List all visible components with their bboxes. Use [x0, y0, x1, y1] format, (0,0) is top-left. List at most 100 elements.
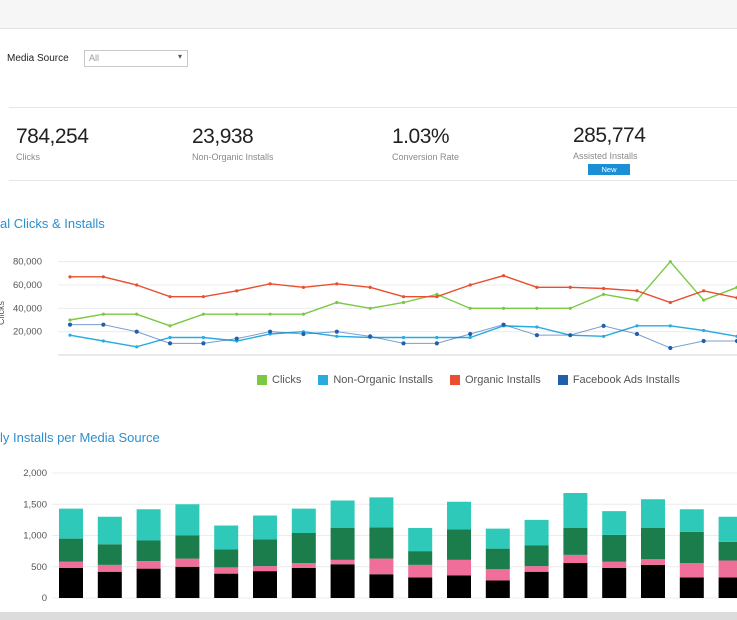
- bar-stack_mid-11[interactable]: [485, 548, 510, 570]
- point-clicks-12[interactable]: [468, 306, 472, 310]
- point-organic-11[interactable]: [435, 295, 439, 299]
- bar-stack_top-15[interactable]: [641, 499, 665, 528]
- point-clicks-17[interactable]: [635, 298, 639, 302]
- point-facebook-9[interactable]: [368, 334, 373, 339]
- bar-stack_blue-4[interactable]: [214, 573, 239, 598]
- bar-stack_top-8[interactable]: [369, 497, 394, 528]
- point-non_organic-8[interactable]: [335, 334, 339, 338]
- bar-stack_pink-3[interactable]: [175, 558, 200, 567]
- point-facebook-7[interactable]: [301, 331, 306, 337]
- point-non_organic-2[interactable]: [135, 345, 139, 349]
- point-organic-15[interactable]: [568, 285, 572, 289]
- point-non_organic-19[interactable]: [702, 328, 706, 333]
- point-facebook-13[interactable]: [501, 322, 506, 327]
- point-clicks-0[interactable]: [68, 318, 72, 322]
- bar-stack_blue-9[interactable]: [408, 577, 433, 598]
- legend-item-facebook[interactable]: Facebook Ads Installs: [557, 374, 680, 386]
- bar-stack_top-0[interactable]: [59, 508, 83, 539]
- point-organic-6[interactable]: [268, 282, 272, 286]
- point-facebook-12[interactable]: [468, 331, 473, 337]
- point-organic-4[interactable]: [201, 295, 205, 299]
- bar-stack_top-3[interactable]: [175, 504, 200, 536]
- bar-stack_pink-9[interactable]: [408, 564, 433, 578]
- point-non_organic-4[interactable]: [201, 335, 205, 340]
- bar-stack_pink-2[interactable]: [136, 561, 161, 569]
- point-facebook-20[interactable]: [734, 338, 737, 344]
- bar-stack_top-12[interactable]: [524, 519, 549, 546]
- point-non_organic-14[interactable]: [535, 325, 539, 329]
- point-organic-13[interactable]: [501, 274, 506, 278]
- point-facebook-8[interactable]: [334, 329, 339, 334]
- bar-stack_blue-10[interactable]: [447, 575, 471, 599]
- bar-stack_pink-12[interactable]: [524, 566, 549, 572]
- point-organic-8[interactable]: [335, 282, 339, 286]
- bar-stack_top-1[interactable]: [97, 516, 122, 545]
- point-clicks-11[interactable]: [435, 292, 439, 296]
- bar-stack_mid-1[interactable]: [97, 544, 122, 565]
- point-non_organic-0[interactable]: [68, 333, 72, 337]
- point-organic-1[interactable]: [101, 275, 105, 279]
- point-organic-2[interactable]: [135, 283, 139, 287]
- point-clicks-9[interactable]: [368, 306, 372, 310]
- legend-item-non-organic[interactable]: Non-Organic Installs: [318, 374, 433, 386]
- bar-stack_blue-17[interactable]: [718, 577, 737, 598]
- point-non_organic-17[interactable]: [635, 324, 639, 328]
- point-non_organic-1[interactable]: [101, 339, 105, 343]
- bar-stack_top-5[interactable]: [253, 515, 277, 540]
- bar-stack_mid-10[interactable]: [447, 529, 471, 560]
- bar-stack_mid-6[interactable]: [291, 533, 316, 563]
- point-organic-17[interactable]: [635, 289, 639, 293]
- point-clicks-5[interactable]: [235, 312, 239, 316]
- bar-stack_top-14[interactable]: [602, 511, 627, 535]
- bar-stack_pink-15[interactable]: [641, 559, 665, 565]
- point-clicks-7[interactable]: [301, 312, 306, 316]
- point-facebook-11[interactable]: [434, 341, 439, 346]
- point-facebook-4[interactable]: [201, 341, 206, 346]
- bar-stack_pink-6[interactable]: [291, 563, 316, 568]
- point-facebook-5[interactable]: [234, 336, 239, 341]
- point-facebook-6[interactable]: [268, 329, 273, 334]
- bar-stack_pink-10[interactable]: [447, 559, 471, 576]
- point-facebook-19[interactable]: [701, 338, 706, 344]
- point-organic-3[interactable]: [168, 295, 172, 299]
- point-non_organic-18[interactable]: [668, 324, 672, 328]
- bar-stack_blue-11[interactable]: [485, 580, 510, 599]
- bar-stack_blue-16[interactable]: [679, 577, 704, 598]
- bar-stack_blue-14[interactable]: [602, 568, 627, 598]
- point-facebook-2[interactable]: [134, 329, 139, 334]
- point-organic-18[interactable]: [668, 300, 672, 305]
- point-facebook-15[interactable]: [568, 333, 573, 338]
- bar-stack_blue-1[interactable]: [97, 571, 122, 598]
- bar-stack_blue-8[interactable]: [369, 574, 394, 598]
- bar-stack_blue-3[interactable]: [175, 566, 200, 598]
- bar-stack_mid-8[interactable]: [369, 527, 394, 559]
- series-line-clicks[interactable]: [69, 260, 737, 327]
- point-clicks-10[interactable]: [401, 300, 406, 305]
- bar-stack_blue-5[interactable]: [253, 571, 277, 598]
- bar-stack_mid-3[interactable]: [175, 535, 200, 559]
- bar-stack_pink-16[interactable]: [679, 563, 704, 578]
- point-facebook-16[interactable]: [601, 323, 606, 328]
- point-facebook-1[interactable]: [101, 322, 106, 327]
- bar-stack_pink-11[interactable]: [485, 569, 510, 581]
- point-facebook-10[interactable]: [401, 341, 406, 346]
- bar-stack_top-2[interactable]: [136, 509, 161, 541]
- bar-stack_top-7[interactable]: [330, 500, 355, 529]
- bar-stack_top-6[interactable]: [291, 508, 316, 533]
- bar-stack_pink-14[interactable]: [602, 561, 627, 568]
- point-organic-12[interactable]: [468, 283, 472, 287]
- point-non_organic-10[interactable]: [401, 335, 406, 340]
- bar-stack_top-9[interactable]: [408, 528, 433, 552]
- point-organic-19[interactable]: [702, 289, 706, 293]
- media-source-select[interactable]: All ▾: [84, 50, 188, 67]
- bar-stack_pink-0[interactable]: [59, 561, 83, 568]
- bar-stack_top-11[interactable]: [485, 528, 510, 549]
- bar-stack_pink-7[interactable]: [330, 559, 355, 565]
- bar-stack_top-17[interactable]: [718, 516, 737, 542]
- point-organic-16[interactable]: [602, 286, 606, 291]
- bar-stack_mid-15[interactable]: [641, 528, 665, 560]
- point-facebook-3[interactable]: [167, 341, 173, 346]
- point-clicks-3[interactable]: [168, 324, 172, 328]
- bar-stack_mid-2[interactable]: [136, 540, 161, 562]
- bar-stack_top-13[interactable]: [563, 493, 588, 528]
